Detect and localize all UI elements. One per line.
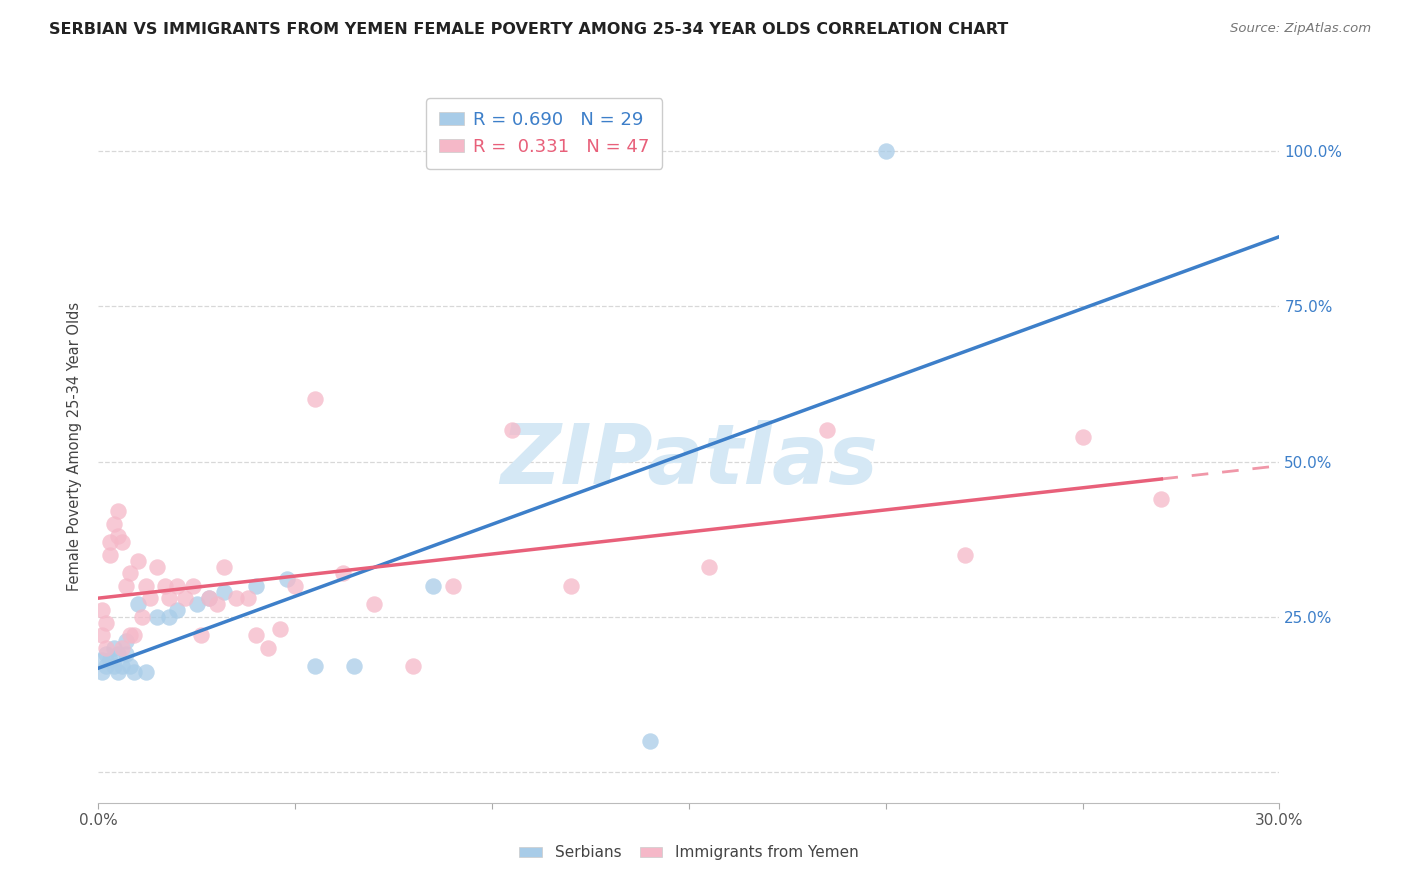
Point [115, 634, 138, 648]
Point [155, 579, 177, 593]
Point [135, 579, 157, 593]
Point [107, 529, 129, 543]
Point [284, 579, 307, 593]
Point [1150, 491, 1173, 506]
Y-axis label: Female Poverty Among 25-34 Year Olds: Female Poverty Among 25-34 Year Olds [67, 301, 83, 591]
Point [91, 628, 114, 642]
Point [96, 615, 118, 630]
Point [91, 603, 114, 617]
Point [115, 647, 138, 661]
Point [118, 566, 141, 581]
Point [118, 628, 141, 642]
Point [135, 665, 157, 680]
Point [1071, 430, 1094, 444]
Point [181, 579, 204, 593]
Point [122, 628, 145, 642]
Point [96, 640, 118, 655]
Point [815, 424, 838, 438]
Point [256, 640, 278, 655]
Point [107, 647, 129, 661]
Point [501, 424, 523, 438]
Point [103, 516, 125, 531]
Point [111, 640, 134, 655]
Point [118, 659, 141, 673]
Point [560, 579, 582, 593]
Point [697, 560, 720, 574]
Point [304, 659, 326, 673]
Point [269, 622, 291, 636]
Point [115, 579, 138, 593]
Point [157, 609, 180, 624]
Text: SERBIAN VS IMMIGRANTS FROM YEMEN FEMALE POVERTY AMONG 25-34 YEAR OLDS CORRELATIO: SERBIAN VS IMMIGRANTS FROM YEMEN FEMALE … [49, 22, 1008, 37]
Point [245, 628, 267, 642]
Point [131, 609, 153, 624]
Point [98, 548, 121, 562]
Point [422, 579, 444, 593]
Point [103, 640, 125, 655]
Point [157, 591, 180, 605]
Point [245, 579, 267, 593]
Point [111, 535, 134, 549]
Point [107, 504, 129, 518]
Point [146, 609, 169, 624]
Point [127, 554, 149, 568]
Point [214, 584, 236, 599]
Point [638, 733, 661, 747]
Point [343, 659, 366, 673]
Text: ZIPatlas: ZIPatlas [501, 420, 877, 500]
Point [332, 566, 354, 581]
Point [225, 591, 247, 605]
Point [166, 603, 188, 617]
Point [363, 597, 385, 611]
Point [127, 597, 149, 611]
Point [122, 665, 145, 680]
Point [98, 535, 121, 549]
Point [96, 659, 118, 673]
Point [205, 597, 228, 611]
Point [304, 392, 326, 407]
Point [402, 659, 425, 673]
Legend: Serbians, Immigrants from Yemen: Serbians, Immigrants from Yemen [513, 839, 865, 866]
Point [103, 659, 125, 673]
Point [98, 653, 121, 667]
Text: Source: ZipAtlas.com: Source: ZipAtlas.com [1230, 22, 1371, 36]
Point [214, 560, 236, 574]
Point [96, 647, 118, 661]
Point [875, 145, 897, 159]
Point [146, 560, 169, 574]
Point [91, 653, 114, 667]
Point [276, 573, 298, 587]
Point [441, 579, 464, 593]
Point [236, 591, 259, 605]
Point [953, 548, 976, 562]
Point [107, 665, 129, 680]
Point [190, 628, 212, 642]
Point [174, 591, 197, 605]
Point [138, 591, 160, 605]
Point [111, 659, 134, 673]
Point [186, 597, 208, 611]
Point [197, 591, 219, 605]
Point [91, 665, 114, 680]
Point [197, 591, 219, 605]
Point [166, 579, 188, 593]
